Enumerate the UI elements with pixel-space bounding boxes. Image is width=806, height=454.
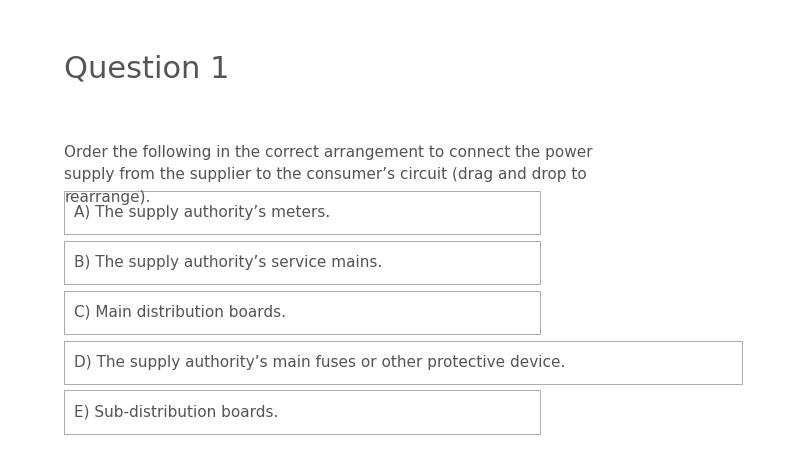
Text: E) Sub-distribution boards.: E) Sub-distribution boards. [74, 405, 279, 419]
Text: C) Main distribution boards.: C) Main distribution boards. [74, 305, 286, 320]
Bar [64, 390, 540, 434]
Bar [64, 191, 540, 234]
Text: D) The supply authority’s main fuses or other protective device.: D) The supply authority’s main fuses or … [74, 355, 566, 370]
Text: Order the following in the correct arrangement to connect the power
supply from : Order the following in the correct arran… [64, 145, 593, 205]
Bar [64, 340, 742, 384]
Bar [64, 241, 540, 284]
Bar [64, 291, 540, 334]
Text: Question 1: Question 1 [64, 54, 230, 84]
Text: A) The supply authority’s meters.: A) The supply authority’s meters. [74, 205, 330, 220]
Text: B) The supply authority’s service mains.: B) The supply authority’s service mains. [74, 255, 382, 270]
